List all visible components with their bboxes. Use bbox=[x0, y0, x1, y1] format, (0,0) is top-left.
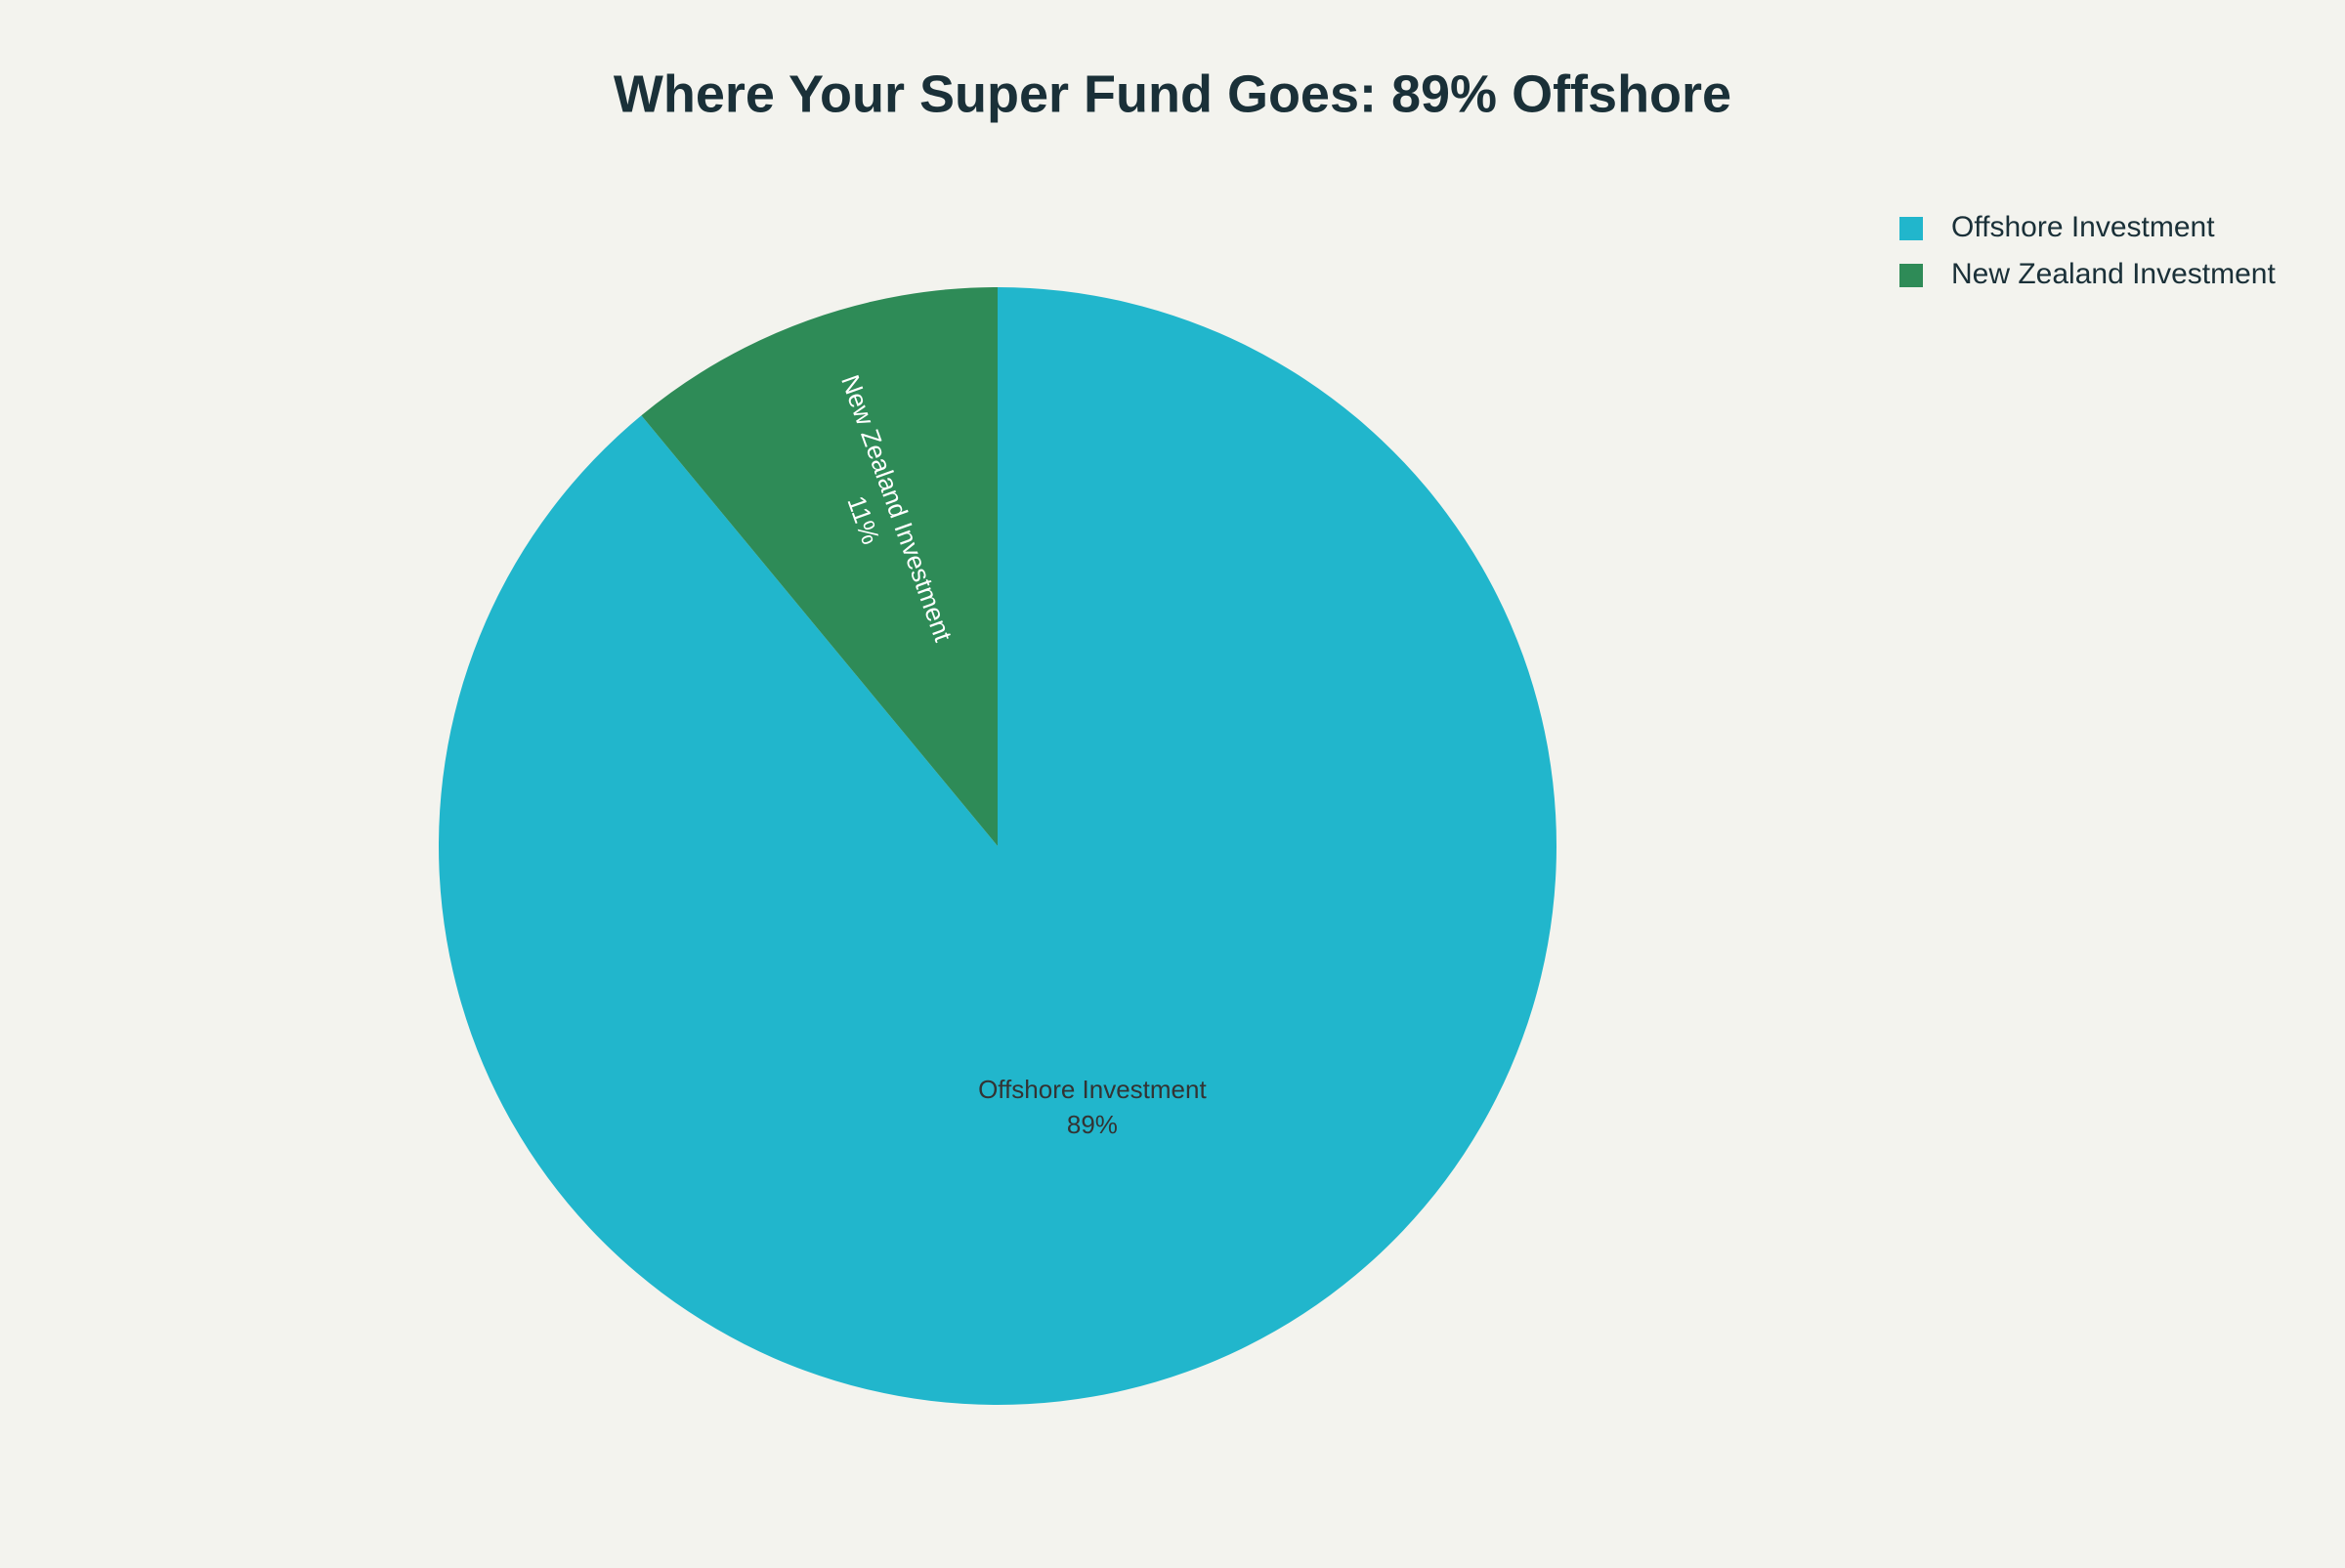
legend-swatch bbox=[1899, 264, 1923, 287]
legend-swatch bbox=[1899, 217, 1923, 240]
chart-title: Where Your Super Fund Goes: 89% Offshore bbox=[614, 64, 1731, 123]
slice-label-name: Offshore Investment bbox=[978, 1075, 1207, 1104]
slice-label: Offshore Investment 89% bbox=[978, 1075, 1207, 1139]
pie-slice bbox=[641, 287, 998, 846]
slice-label-value: 89% bbox=[1067, 1110, 1118, 1139]
legend-label: New Zealand Investment bbox=[1951, 258, 2276, 290]
legend-label: Offshore Investment bbox=[1951, 211, 2215, 243]
